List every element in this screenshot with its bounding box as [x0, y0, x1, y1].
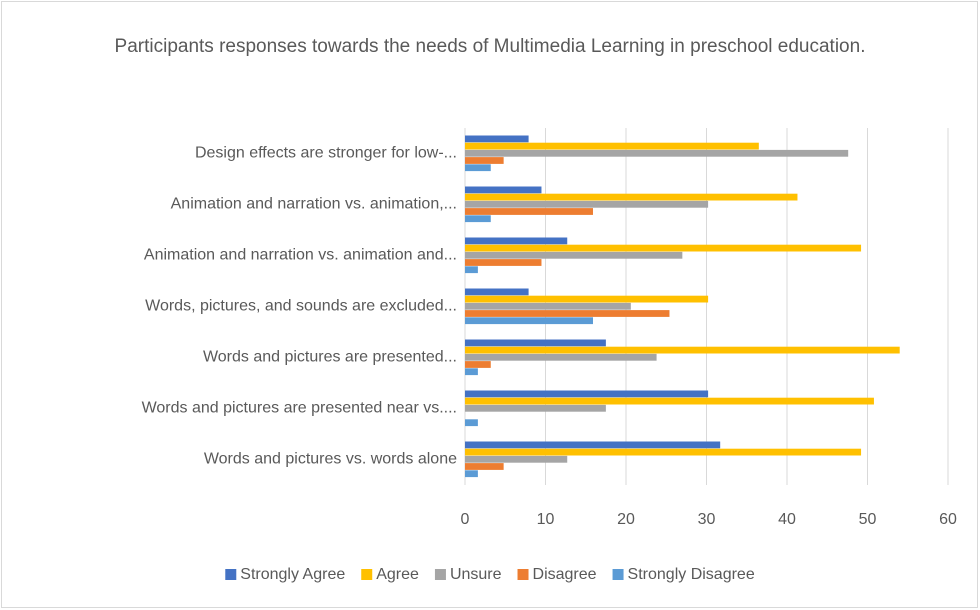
bar	[465, 404, 606, 412]
bar	[465, 455, 568, 463]
bar	[465, 251, 683, 259]
bar	[465, 317, 593, 325]
bar	[465, 302, 631, 310]
bar	[465, 441, 721, 449]
y-tick-label: Design effects are stronger for low-...	[195, 145, 457, 162]
bar	[465, 200, 709, 208]
y-tick-label: Words and pictures are presented...	[203, 349, 457, 366]
y-tick-label: Words and pictures are presented near vs…	[142, 400, 457, 417]
y-tick-label: Animation and narration vs. animation,..…	[171, 196, 457, 213]
legend-label: Unsure	[450, 566, 502, 583]
bar	[465, 390, 709, 398]
bar	[465, 361, 491, 368]
bar	[465, 157, 504, 164]
bar	[465, 448, 862, 456]
legend-label: Agree	[376, 566, 419, 583]
legend-swatch	[517, 569, 529, 580]
bar	[465, 142, 759, 150]
bar	[465, 288, 529, 296]
legend-label: Strongly Agree	[240, 566, 345, 583]
y-tick-label: Words and pictures vs. words alone	[204, 451, 457, 468]
bar	[465, 266, 478, 274]
legend-swatch	[361, 569, 373, 580]
bar	[465, 397, 874, 405]
x-tick-label: 30	[698, 511, 716, 528]
x-tick-label: 0	[461, 511, 470, 528]
bar	[465, 368, 478, 376]
bar	[465, 186, 542, 194]
legend-swatch	[612, 569, 624, 580]
bar	[465, 135, 529, 143]
bar	[465, 215, 491, 223]
bar	[465, 310, 670, 317]
bar	[465, 419, 478, 427]
x-tick-label: 10	[537, 511, 555, 528]
x-tick-label: 50	[859, 511, 877, 528]
legend-swatch	[225, 569, 237, 580]
bar	[465, 463, 504, 470]
bar	[465, 346, 900, 354]
bar	[465, 193, 798, 201]
legend-label: Disagree	[533, 566, 597, 583]
legend-label: Strongly Disagree	[628, 566, 755, 583]
bar	[465, 353, 657, 361]
chart-title: Participants responses towards the needs…	[114, 36, 866, 57]
bar	[465, 470, 478, 478]
bar	[465, 208, 593, 215]
y-tick-label: Words, pictures, and sounds are excluded…	[145, 298, 457, 315]
y-tick-label: Animation and narration vs. animation an…	[144, 247, 457, 264]
bar	[465, 164, 491, 172]
bar	[465, 295, 709, 303]
x-tick-label: 40	[778, 511, 796, 528]
legend-swatch	[434, 569, 446, 580]
bar	[465, 339, 606, 347]
bar	[465, 244, 862, 252]
x-tick-label: 60	[939, 511, 957, 528]
bar	[465, 259, 542, 266]
bar	[465, 149, 849, 157]
x-tick-label: 20	[617, 511, 635, 528]
bar	[465, 237, 568, 245]
